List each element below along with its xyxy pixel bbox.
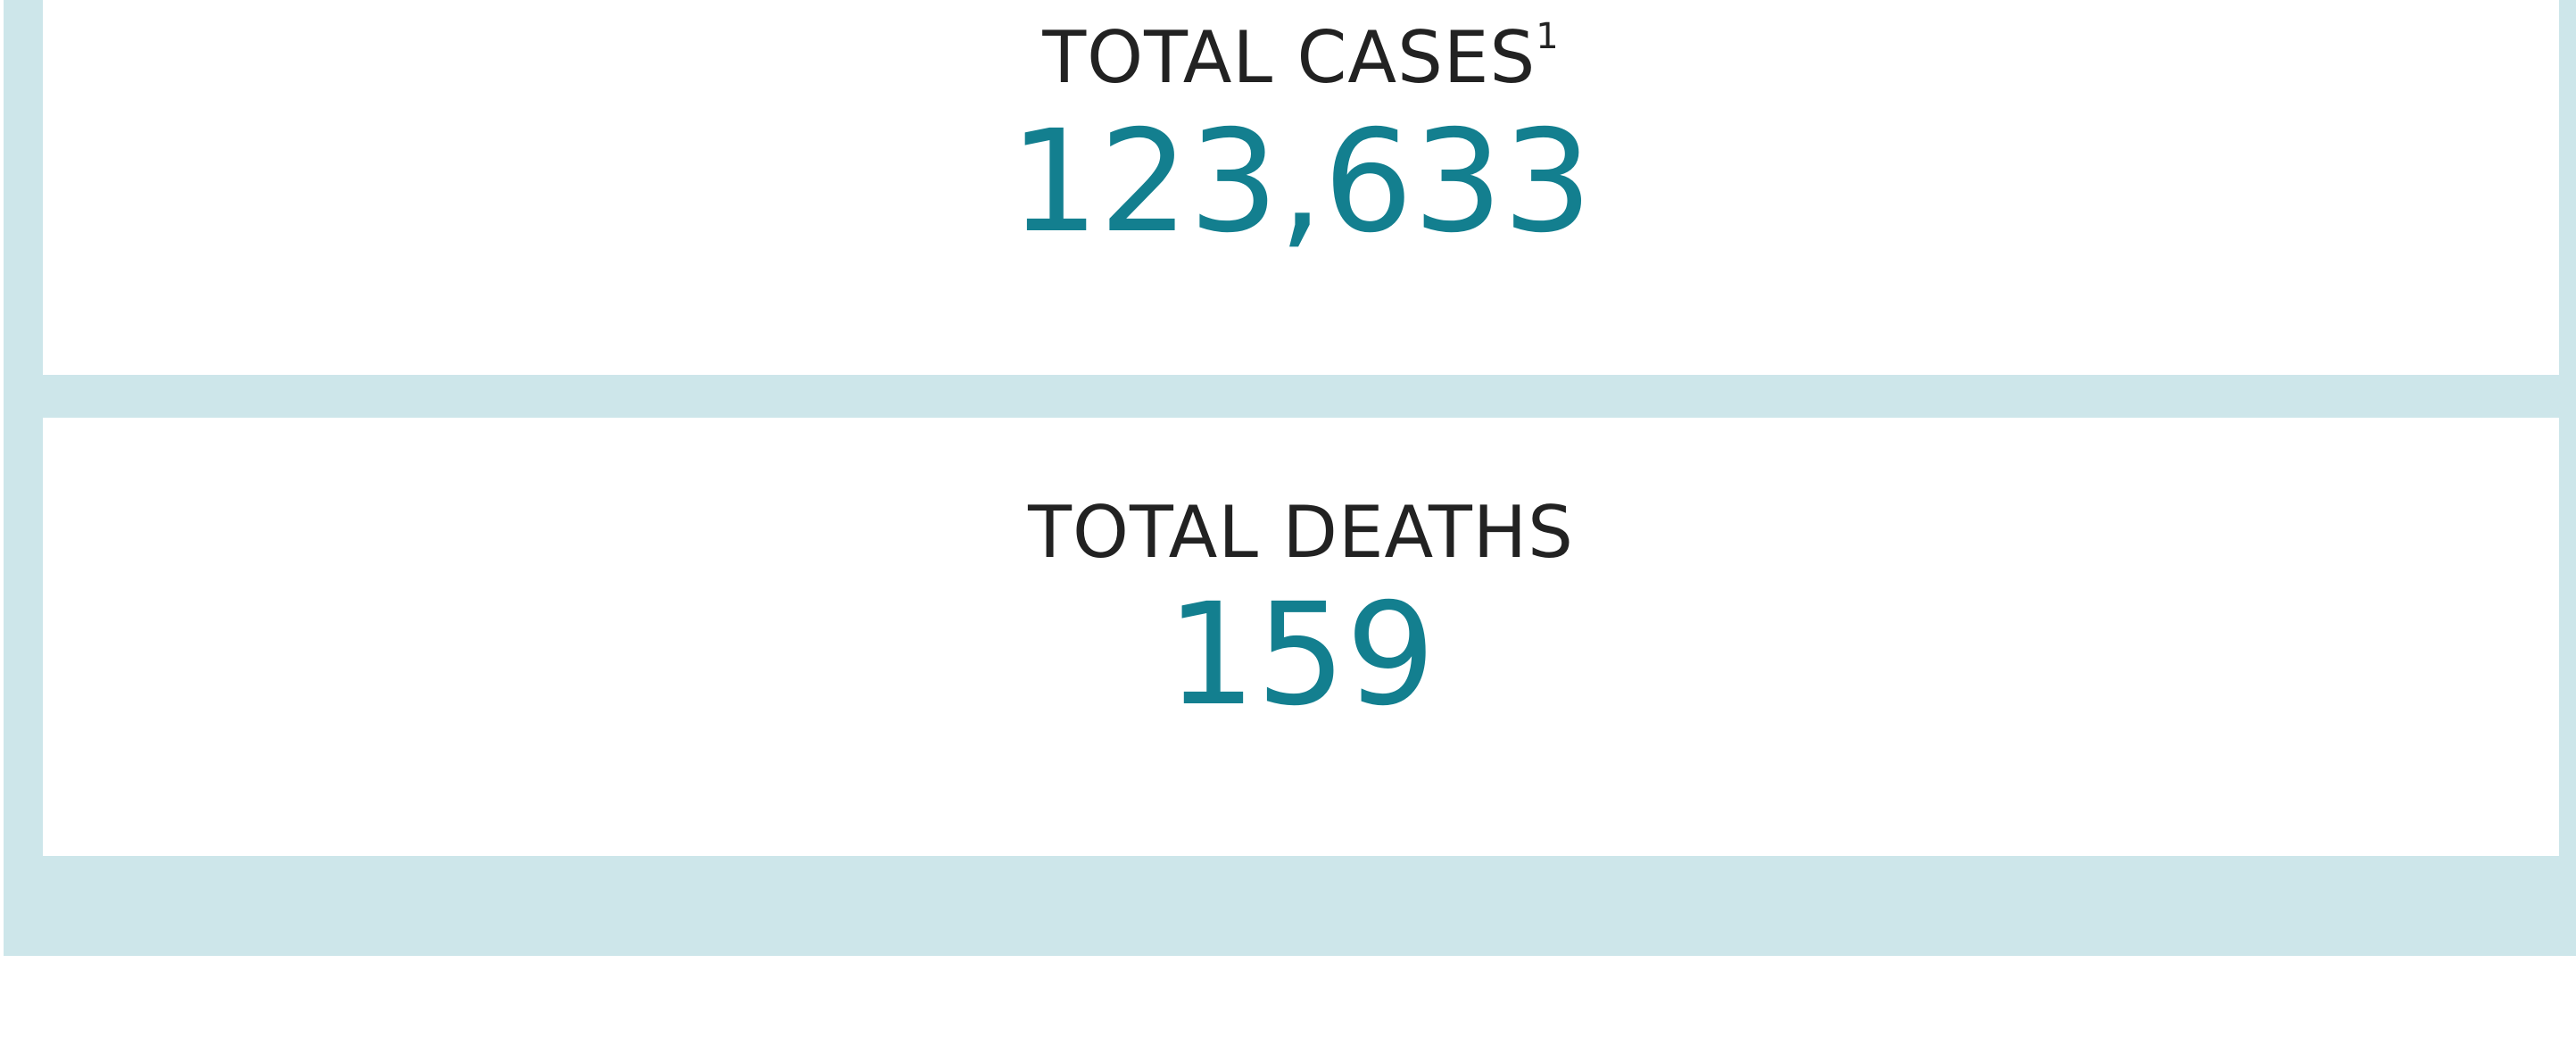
footnote-ref[interactable]: 1 — [1536, 16, 1560, 57]
stat-card: TOTAL DEATHS 159 — [43, 418, 2559, 856]
label-text: TOTAL DEATHS — [1028, 491, 1574, 574]
stat-value: 159 — [1166, 573, 1436, 737]
stat-label: TOTAL DEATHS — [43, 491, 2559, 574]
label-text: TOTAL CASES — [1042, 16, 1536, 99]
stat-card: TOTAL CASES1 123,633 — [43, 0, 2559, 375]
stat-label: TOTAL CASES1 — [43, 16, 2559, 99]
stats-panel: TOTAL CASES1 123,633 TOTAL DEATHS 159 — [4, 0, 2576, 956]
stat-value: 123,633 — [1009, 100, 1593, 264]
